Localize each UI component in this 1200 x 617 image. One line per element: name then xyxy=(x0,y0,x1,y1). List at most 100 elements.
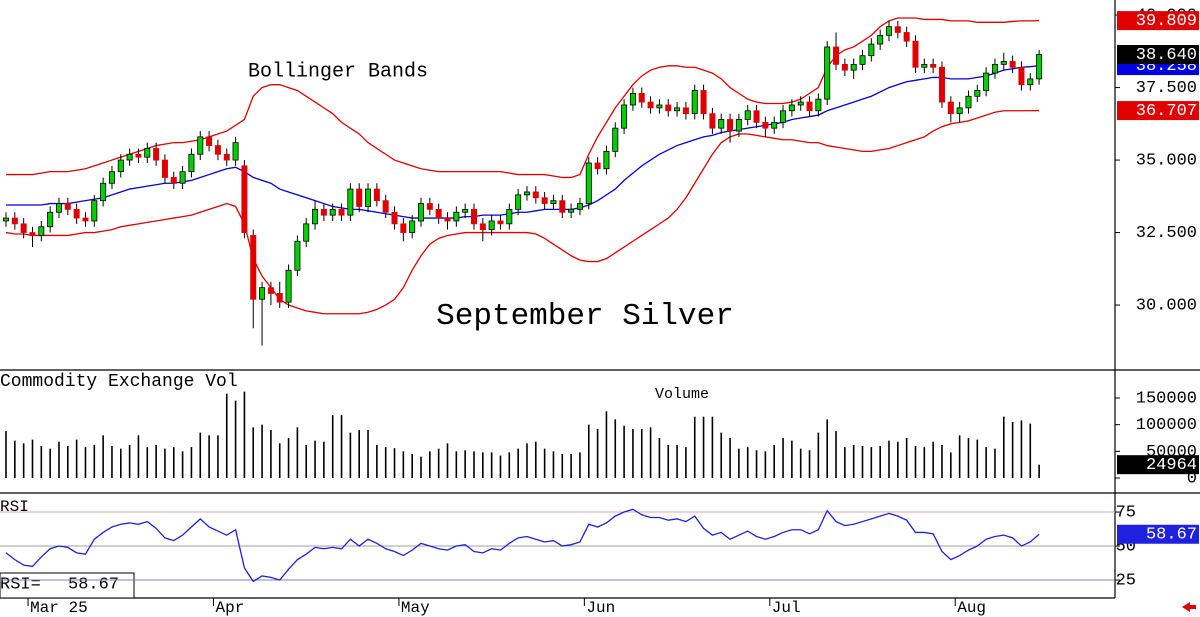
candle-body xyxy=(20,223,27,233)
candle-body xyxy=(232,142,239,161)
readout-value: 58.67 xyxy=(68,575,119,594)
x-tick-label: May xyxy=(401,599,430,617)
candle-body xyxy=(479,223,486,231)
candle-body xyxy=(612,127,619,152)
candle-body xyxy=(294,240,301,271)
candle-body xyxy=(621,104,628,129)
candle-body xyxy=(161,159,168,178)
candle-body xyxy=(170,177,177,184)
candle-body xyxy=(744,110,751,120)
candle-body xyxy=(108,171,115,184)
candle-body xyxy=(241,165,248,233)
candle-body xyxy=(647,101,654,109)
candle-body xyxy=(117,159,124,173)
y-tick-label: 75 xyxy=(1116,504,1136,523)
candle-body xyxy=(771,121,778,129)
candle-body xyxy=(815,98,822,112)
lower-band-label: 36.707 xyxy=(1136,102,1197,121)
candle-body xyxy=(453,211,460,222)
x-tick-label: Aug xyxy=(957,599,986,617)
candle-body xyxy=(788,104,795,112)
y-tick-label: 37.500 xyxy=(1136,79,1197,98)
readout-label: RSI= xyxy=(0,575,41,594)
annotation: Bollinger Bands xyxy=(248,60,428,83)
candle-body xyxy=(912,40,919,68)
candle-body xyxy=(312,208,319,225)
candle-body xyxy=(426,203,433,210)
x-tick-label: Apr xyxy=(216,599,245,617)
last-price-label: 38.640 xyxy=(1136,46,1197,65)
upper-band xyxy=(6,17,1040,179)
upper-band-label-box xyxy=(1117,11,1199,31)
candle-body xyxy=(665,104,672,112)
candle-body xyxy=(894,26,901,33)
candle-body xyxy=(523,191,530,196)
candle-body xyxy=(727,119,734,132)
candle-body xyxy=(347,188,354,216)
candle-body xyxy=(365,188,372,207)
candle-body xyxy=(82,217,89,222)
y-tick-label: 25 xyxy=(1116,572,1136,591)
last-price-label-box xyxy=(1117,45,1199,65)
candle-body xyxy=(638,92,645,103)
candle-body xyxy=(594,162,601,170)
candle-body xyxy=(780,110,787,123)
candle-body xyxy=(921,63,928,68)
candle-body xyxy=(903,32,910,42)
candle-body xyxy=(303,223,310,242)
candle-body xyxy=(100,182,107,202)
candle-body xyxy=(718,119,725,129)
y-tick-label: 0 xyxy=(1187,469,1197,488)
lower-band-label-box xyxy=(1117,101,1199,121)
candle-body xyxy=(656,104,663,109)
candle-body xyxy=(73,208,80,219)
scroll-arrow[interactable] xyxy=(1182,602,1196,612)
candle-body xyxy=(550,200,557,204)
rsi-line xyxy=(5,508,1040,583)
candle-body xyxy=(259,287,266,300)
candle-body xyxy=(400,223,407,233)
candle-body xyxy=(188,153,195,173)
candle-body xyxy=(833,46,840,65)
candle-body xyxy=(735,119,742,132)
candle-body xyxy=(859,55,866,65)
candle-body xyxy=(568,208,575,213)
candle-body xyxy=(709,113,716,129)
candle-body xyxy=(29,232,36,236)
candle-body xyxy=(1036,54,1043,80)
x-tick-label: Jul xyxy=(772,599,801,617)
candle-body xyxy=(877,34,884,45)
candle-body xyxy=(126,153,133,161)
candle-body xyxy=(55,203,62,213)
candle-body xyxy=(886,26,893,36)
candle-body xyxy=(956,107,963,115)
candle-body xyxy=(700,90,707,115)
candle-body xyxy=(267,287,274,294)
candle-body xyxy=(559,200,566,213)
candle-body xyxy=(497,220,504,225)
candle-body xyxy=(850,63,857,71)
candle-body xyxy=(64,203,71,210)
upper-band-label: 39.809 xyxy=(1136,12,1197,31)
panel-title: Commodity Exchange Vol xyxy=(0,372,238,392)
readout-box xyxy=(0,572,135,599)
candle-body xyxy=(797,101,804,106)
y-tick-label: 30.000 xyxy=(1136,297,1197,316)
candle-body xyxy=(532,191,539,199)
last-volume-label-box xyxy=(1117,455,1199,475)
candle-body xyxy=(47,211,54,228)
candle-body xyxy=(250,235,257,300)
candle-body xyxy=(1000,61,1007,65)
candle-body xyxy=(38,226,45,236)
candle-body xyxy=(965,95,972,109)
candle-body xyxy=(320,208,327,216)
panel-title: RSI xyxy=(0,498,29,516)
candle-body xyxy=(356,188,363,207)
candle-body xyxy=(444,217,451,222)
candle-body xyxy=(868,43,875,57)
candle-body xyxy=(576,203,583,210)
candle-body xyxy=(179,171,186,184)
candle-body xyxy=(223,153,230,161)
candle-body xyxy=(991,63,998,74)
